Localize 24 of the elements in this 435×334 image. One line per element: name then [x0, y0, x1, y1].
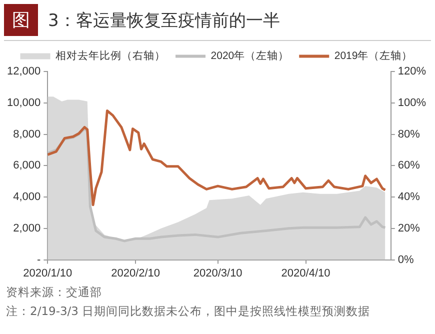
y2-tick-label: 20%: [398, 222, 420, 234]
y2-tick-label: 40%: [398, 191, 420, 204]
text: 注：2/19-3/3 日期间同比数据未公布，图中是按照线性模型预测数据: [6, 303, 372, 320]
x-tick-label: 2020/3/10: [193, 267, 242, 280]
y-tick-label: 6,000: [13, 160, 41, 172]
x-tick-label: 2020/2/10: [111, 267, 160, 280]
y2-tick-label: 80%: [398, 128, 420, 140]
y2-tick-label: 0%: [398, 254, 414, 266]
legend-label: 相对去年比例（右轴）: [56, 49, 166, 62]
x-tick-label: 2020/1/10: [23, 267, 72, 280]
chart-title: 图 3：客运量恢复至疫情前的一半: [11, 9, 280, 33]
text: 资料来源：交通部: [6, 284, 103, 301]
y-tick-label: 2,000: [13, 222, 41, 234]
y-tick-label: 4,000: [13, 191, 41, 204]
y-tick-label: 8,000: [13, 128, 41, 140]
y2-tick-label: 60%: [398, 160, 420, 172]
y2-tick-label: 120%: [398, 66, 426, 78]
y-tick-label: 10,000: [6, 96, 41, 109]
legend-label: 2020年（左轴）: [210, 49, 290, 62]
y-tick-label: 12,000: [6, 66, 41, 78]
y2-tick-label: 100%: [398, 96, 426, 109]
y-tick-label: -: [36, 254, 41, 266]
x-tick-label: 2020/4/10: [281, 267, 330, 280]
legend-label: 2019年（左轴）: [334, 49, 413, 62]
